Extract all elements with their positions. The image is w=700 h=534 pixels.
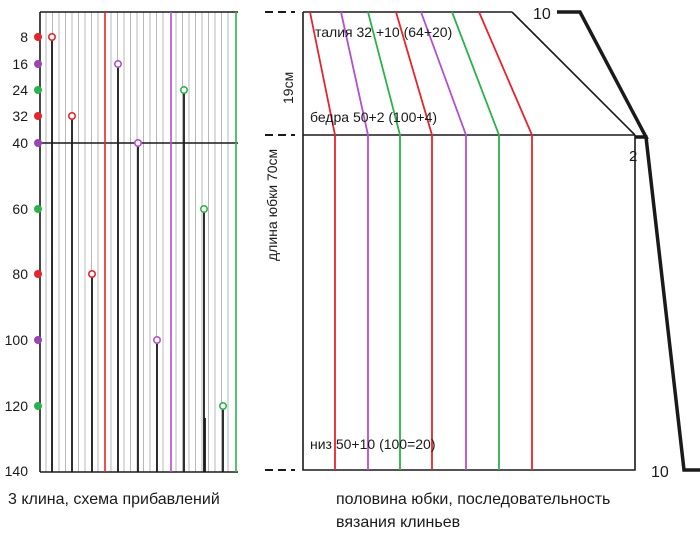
row-dot	[34, 139, 42, 147]
wedge-line	[395, 11, 433, 470]
row-label: 40	[12, 135, 28, 151]
increase-marker	[134, 139, 143, 148]
row-dot	[34, 112, 42, 120]
increase-marker	[68, 112, 77, 121]
row-label: 80	[12, 266, 28, 282]
wedge-line	[420, 11, 467, 470]
row-dot	[34, 402, 42, 410]
grid-lines	[45, 12, 229, 472]
hips-label: бедра 50+2 (100+4)	[310, 109, 437, 125]
bottom-ten-label: 10	[651, 464, 669, 481]
increase-marker	[114, 59, 123, 68]
row-dot	[34, 60, 42, 68]
wedge-line	[367, 11, 401, 470]
half-skirt-panel: талия 32 +10 (64+20) бедра 50+2 (100+4) …	[264, 6, 700, 531]
row-dot	[34, 205, 42, 213]
row-dot	[34, 86, 42, 94]
right-caption-line2: вязания клиньев	[336, 514, 460, 531]
increase-stems	[47, 32, 228, 472]
right-caption-line1: половина юбки, последовательность	[336, 491, 610, 508]
row-label: 8	[20, 29, 28, 45]
increase-marker	[219, 401, 228, 410]
side-seam-line	[511, 11, 636, 136]
waist-label: талия 32 +10 (64+20)	[315, 24, 452, 40]
wedge-lines	[309, 11, 533, 470]
wedge-line	[478, 11, 533, 470]
left-caption: 3 клина, схема прибавлений	[8, 491, 220, 508]
row-label: 24	[12, 82, 28, 98]
skirt-length-label: длина юбки 70см	[264, 149, 280, 261]
outer-profile-line	[557, 10, 700, 472]
nineteen-cm-label: 19см	[280, 72, 296, 104]
hem-label: низ 50+10 (100=20)	[310, 436, 436, 452]
skirt-outline	[302, 12, 636, 471]
increase-marker	[200, 205, 209, 214]
increase-marker	[88, 269, 97, 278]
wedge-line	[309, 11, 336, 470]
row-dot	[34, 336, 42, 344]
increase-marker	[153, 335, 162, 344]
wedge-line	[451, 11, 500, 470]
row-label: 32	[12, 108, 28, 124]
row-label: 60	[12, 201, 28, 217]
row-label: 16	[12, 56, 28, 72]
row-dots	[34, 33, 42, 410]
increase-marker	[180, 86, 189, 95]
wedge-line	[340, 11, 369, 470]
row-label: 120	[5, 398, 29, 414]
row-labels: 8 16 24 32 40 60 80 100 120 140	[5, 29, 29, 479]
row-label: 140	[5, 463, 29, 479]
increase-scheme-panel: 8 16 24 32 40 60 80 100 120 140 3 клина, схема пр…	[5, 11, 238, 508]
two-label: 2	[629, 148, 637, 165]
increase-marker	[47, 32, 56, 41]
top-ten-label: 10	[533, 6, 551, 23]
row-dot	[34, 33, 42, 41]
row-label: 100	[5, 332, 29, 348]
row-dot	[34, 270, 42, 278]
